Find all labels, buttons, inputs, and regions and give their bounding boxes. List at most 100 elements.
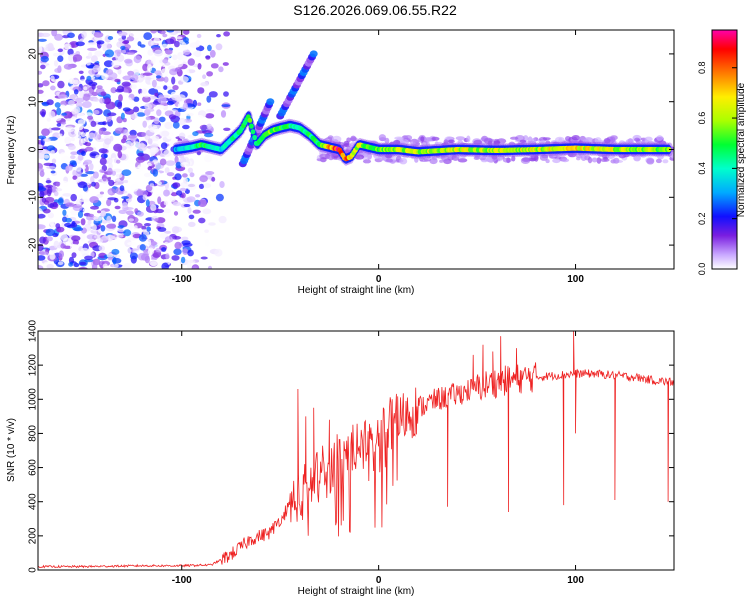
noise-speckle	[106, 215, 112, 224]
noise-speckle	[101, 131, 112, 136]
halo-speckle	[424, 137, 433, 142]
noise-speckle	[133, 96, 140, 102]
noise-speckle	[176, 190, 183, 196]
noise-speckle	[99, 157, 107, 166]
noise-speckle	[164, 167, 170, 174]
y-tick-label: 20	[28, 48, 39, 60]
noise-speckle	[171, 76, 176, 85]
halo-speckle	[430, 136, 440, 141]
noise-speckle	[186, 196, 196, 203]
noise-speckle	[142, 72, 153, 76]
noise-speckle	[75, 102, 83, 108]
noise-speckle	[163, 189, 170, 197]
noise-speckle	[209, 49, 216, 58]
noise-speckle	[89, 163, 94, 171]
noise-speckle	[174, 155, 179, 164]
noise-speckle	[38, 265, 44, 269]
noise-speckle	[117, 234, 124, 238]
noise-speckle	[92, 98, 100, 102]
noise-speckle	[51, 30, 58, 37]
noise-speckle	[84, 146, 94, 152]
noise-speckle	[38, 135, 47, 140]
noise-speckle	[147, 49, 154, 56]
noise-speckle	[86, 75, 92, 81]
noise-speckle	[51, 158, 57, 164]
noise-speckle	[123, 229, 132, 237]
noise-speckle	[72, 204, 83, 211]
y-tick-label: -20	[28, 237, 39, 252]
noise-speckle	[163, 85, 168, 90]
noise-speckle	[122, 75, 133, 81]
noise-speckle	[149, 183, 155, 187]
noise-speckle	[79, 173, 89, 177]
noise-speckle	[115, 173, 123, 178]
ridge-core	[666, 146, 672, 153]
noise-speckle	[82, 101, 92, 108]
noise-speckle	[77, 154, 84, 161]
noise-speckle	[121, 202, 128, 208]
noise-speckle	[207, 44, 212, 52]
noise-speckle	[65, 165, 73, 171]
spectrogram-y-label: Frequency (Hz)	[6, 116, 17, 185]
noise-speckle	[45, 180, 52, 184]
noise-speckle	[162, 33, 168, 38]
noise-speckle	[55, 182, 60, 187]
noise-speckle	[42, 80, 50, 87]
snr-y-label: SNR (10 * v/v)	[6, 418, 17, 482]
noise-speckle	[143, 32, 153, 40]
noise-speckle	[182, 124, 190, 130]
noise-speckle	[196, 33, 202, 39]
noise-speckle	[127, 70, 135, 76]
noise-speckle	[162, 208, 172, 214]
noise-speckle	[137, 152, 145, 157]
x-tick-label: 0	[376, 274, 382, 285]
noise-speckle	[192, 209, 201, 214]
noise-speckle	[62, 237, 73, 246]
halo-speckle	[576, 156, 581, 161]
halo-speckle	[506, 157, 511, 164]
noise-speckle	[180, 162, 190, 168]
noise-speckle	[205, 259, 213, 267]
noise-speckle	[81, 31, 87, 39]
noise-speckle	[75, 178, 82, 183]
noise-speckle	[222, 62, 229, 66]
noise-speckle	[88, 30, 96, 34]
noise-speckle	[87, 220, 92, 225]
noise-speckle	[189, 42, 200, 49]
noise-speckle	[87, 42, 97, 46]
halo-speckle	[610, 135, 618, 141]
noise-speckle	[64, 222, 72, 228]
noise-speckle	[51, 127, 61, 131]
noise-speckle	[164, 121, 173, 130]
noise-speckle	[93, 31, 104, 38]
ridge-core	[249, 123, 254, 129]
ridge-core	[247, 117, 253, 123]
noise-speckle	[205, 239, 210, 247]
noise-speckle	[107, 36, 114, 40]
noise-speckle	[200, 96, 205, 100]
noise-speckle	[144, 255, 150, 264]
noise-speckle	[182, 37, 189, 43]
noise-speckle	[106, 223, 117, 229]
noise-speckle	[50, 75, 55, 82]
noise-speckle	[132, 69, 140, 77]
noise-speckle	[139, 244, 146, 251]
halo-speckle	[455, 136, 465, 141]
noise-speckle	[218, 66, 224, 73]
noise-speckle	[77, 119, 86, 126]
noise-speckle	[205, 109, 216, 113]
noise-speckle	[122, 40, 129, 44]
x-tick-label: -100	[172, 274, 192, 285]
noise-speckle	[73, 79, 79, 85]
noise-speckle	[63, 43, 72, 50]
noise-speckle	[119, 185, 125, 192]
noise-speckle	[125, 51, 136, 55]
noise-speckle	[41, 111, 46, 118]
noise-speckle	[47, 42, 54, 51]
colorbar-tick-label: 0.4	[697, 162, 707, 175]
noise-speckle	[75, 165, 82, 172]
halo-speckle	[404, 135, 413, 141]
noise-speckle	[223, 31, 231, 37]
noise-speckle	[113, 143, 123, 152]
noise-speckle	[90, 55, 98, 63]
